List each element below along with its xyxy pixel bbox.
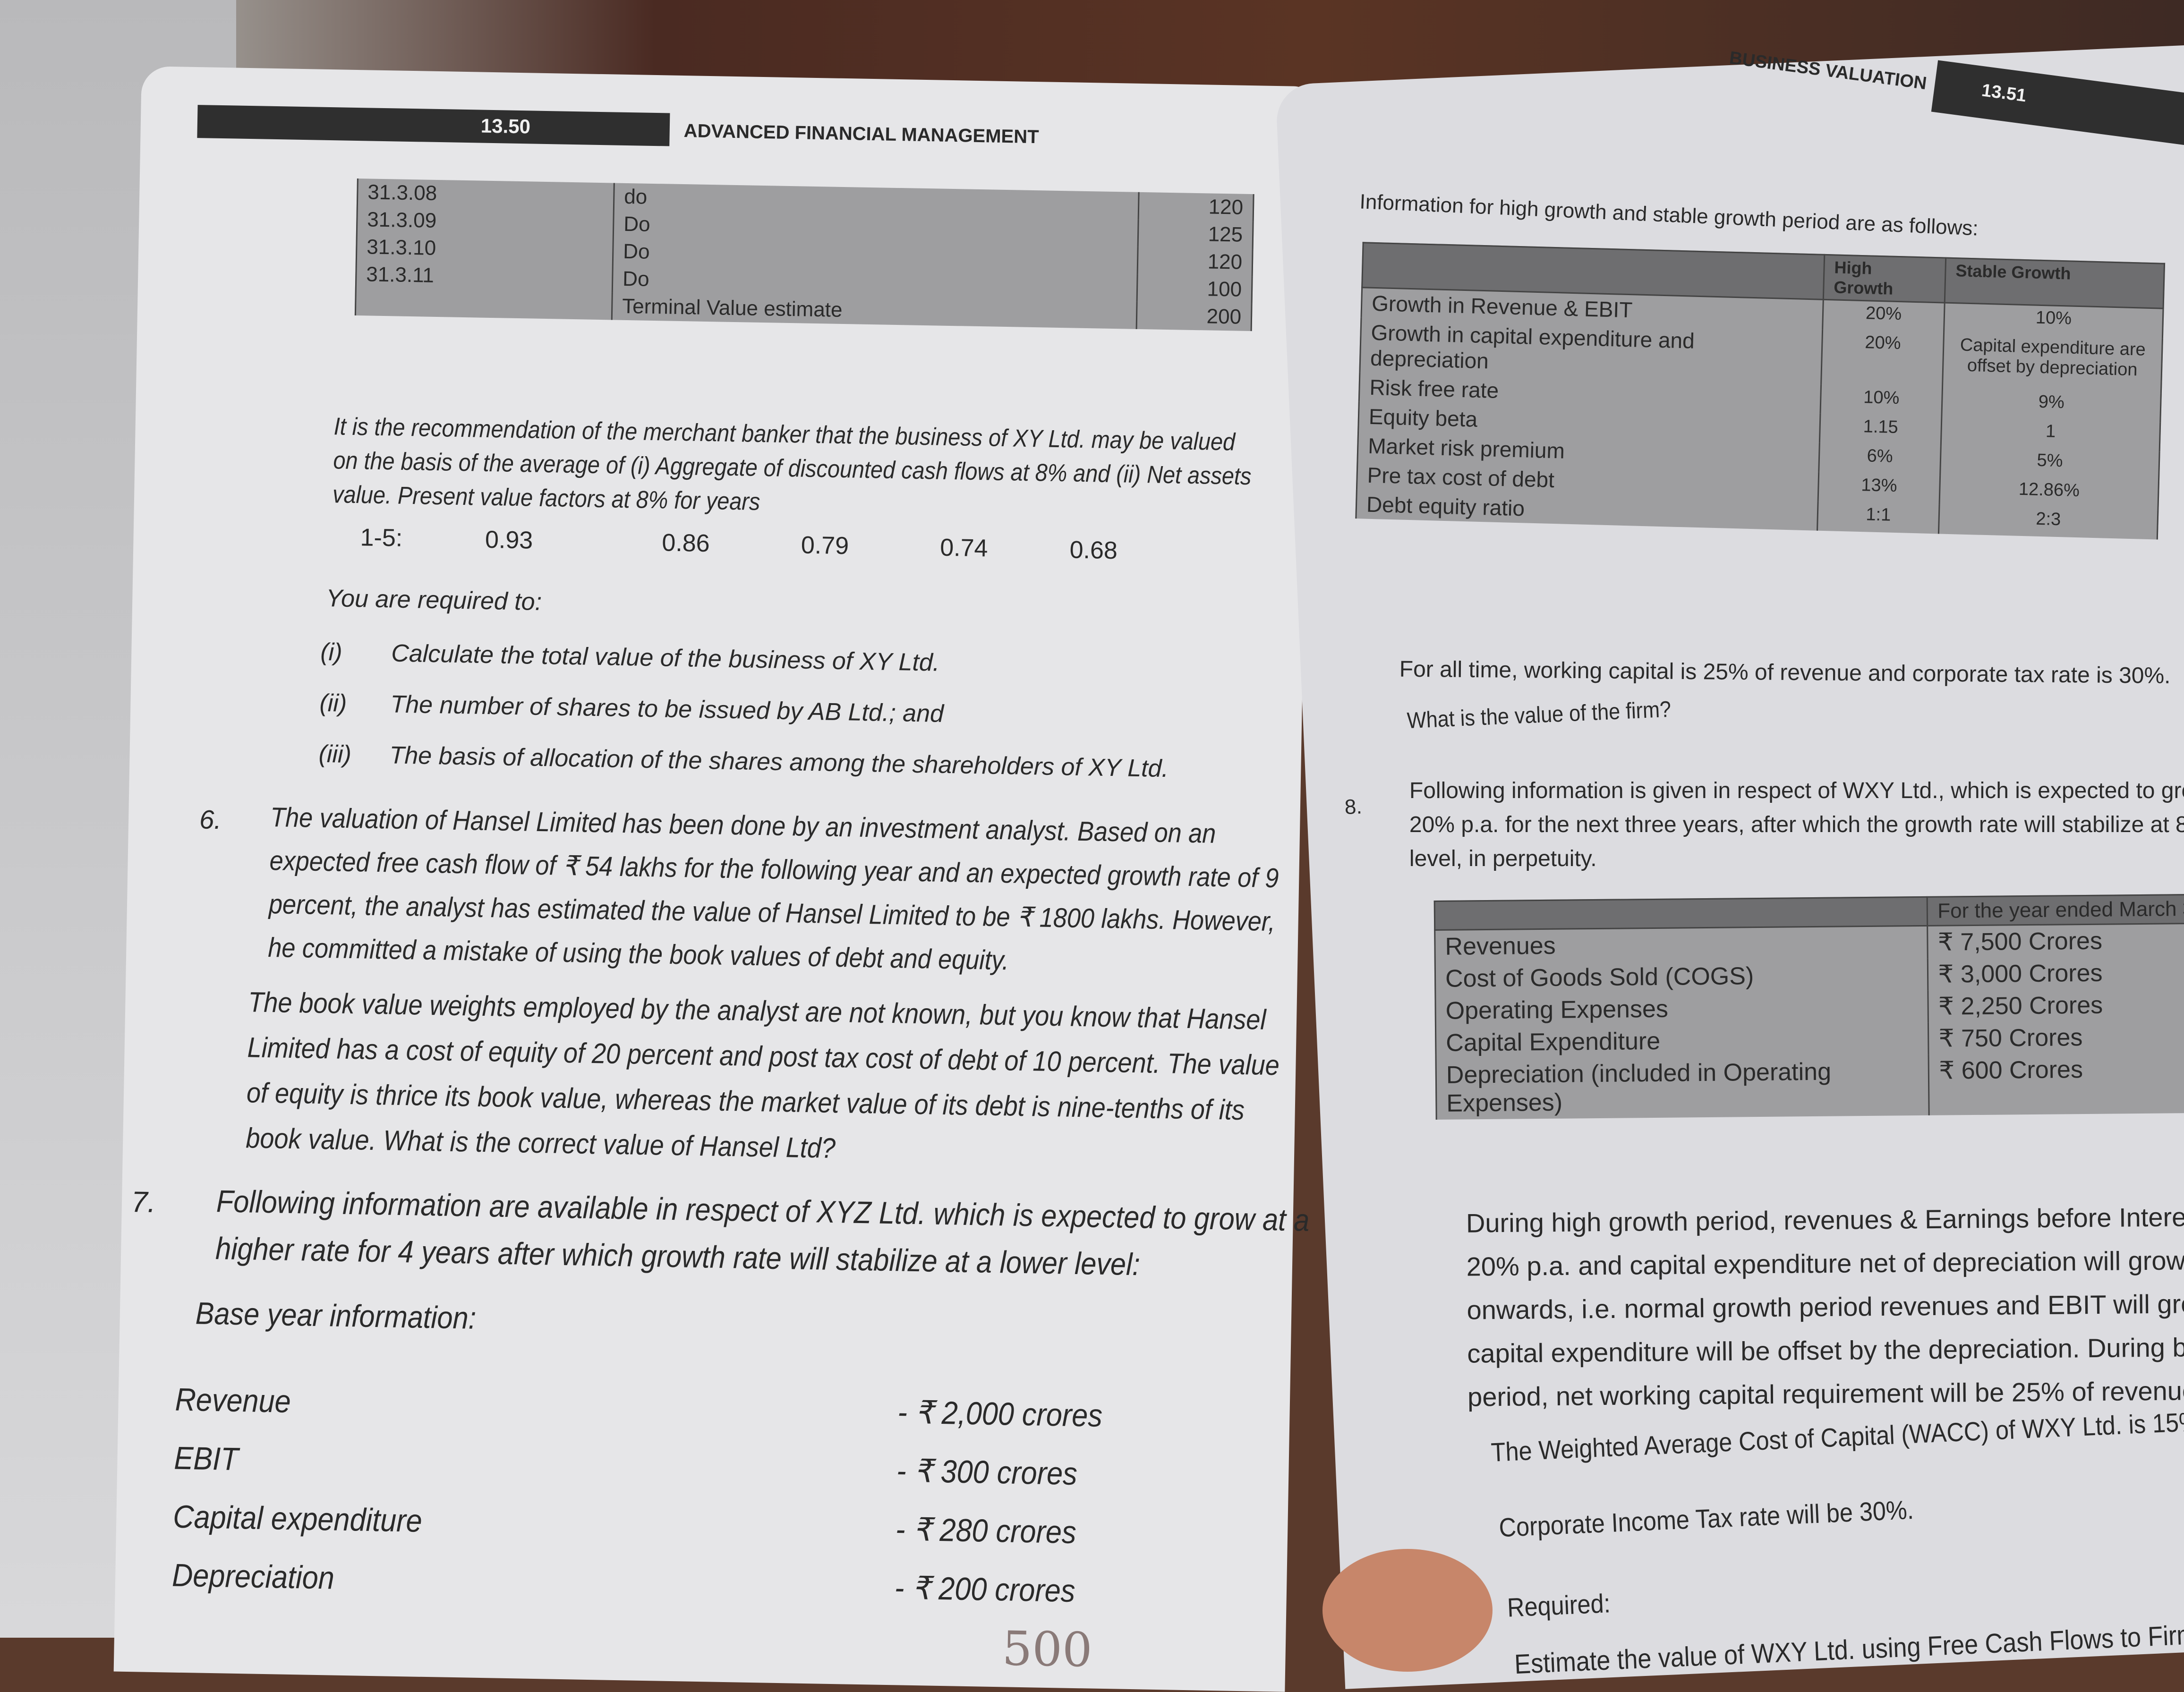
cell-value: 200 xyxy=(1136,301,1252,332)
question-7-text: Following information are available in r… xyxy=(215,1183,1310,1282)
running-title: ADVANCED FINANCIAL MANAGEMENT xyxy=(683,120,1039,148)
question-6-text: The valuation of Hansel Limited has been… xyxy=(267,801,1279,976)
col-high-growth: High Growth xyxy=(1823,255,1946,303)
question-number: 7. xyxy=(131,1185,156,1219)
cell-date: 31.3.09 xyxy=(357,206,614,238)
question-text: What is the value of the firm? xyxy=(1406,697,1672,734)
pv-factor: 0.93 xyxy=(485,526,533,554)
cell-date: 31.3.10 xyxy=(356,233,614,265)
cell-high: 20% xyxy=(1821,329,1944,388)
page-header-bar: 13.50 xyxy=(197,105,670,146)
cell-label: Depreciation (included in Operating Expe… xyxy=(1436,1054,1929,1120)
cell-stable: Capital expenditure are offset by deprec… xyxy=(1942,332,2163,393)
cell-label: Revenues xyxy=(1434,926,1928,963)
recommendation-paragraph: It is the recommendation of the merchant… xyxy=(333,409,1253,527)
growth-table: High Growth Stable Growth Growth in Reve… xyxy=(1355,242,2166,540)
question-number: 8. xyxy=(1344,795,1363,819)
estimate-text: Estimate the value of WXY Ltd. using Fre… xyxy=(1513,1613,2184,1680)
cell-label: Cost of Goods Sold (COGS) xyxy=(1435,958,1928,995)
cell-high: 6% xyxy=(1818,442,1941,476)
right-page: BUSINESS VALUATION 13.51 Information for… xyxy=(1275,43,2184,1689)
left-page: 13.50 ADVANCED FINANCIAL MANAGEMENT 31.3… xyxy=(113,66,1313,1692)
growth-paragraph: During high growth period, revenues & Ea… xyxy=(1466,1200,2184,1412)
cell-value: ₹ 600 Crores xyxy=(1928,1051,2184,1115)
cell-value: 120 xyxy=(1138,192,1254,222)
page-number: 13.50 xyxy=(480,114,531,138)
question-number: 6. xyxy=(199,804,222,835)
pv-factor: 0.68 xyxy=(1069,536,1118,565)
cell-label: Capital Expenditure xyxy=(1435,1022,1929,1059)
cell-high: 20% xyxy=(1822,299,1945,333)
pv-factor: 0.86 xyxy=(661,529,710,558)
pv-factors-row: 1-5: 0.93 0.86 0.79 0.74 0.68 xyxy=(360,523,1118,565)
pv-label: 1-5: xyxy=(360,524,403,552)
page-number: 13.51 xyxy=(1980,80,2028,106)
cell-high: 1:1 xyxy=(1817,501,1940,534)
cell-value: 100 xyxy=(1137,274,1253,304)
tax-text: Corporate Income Tax rate will be 30%. xyxy=(1498,1494,1914,1543)
cell-value: ₹ 750 Crores xyxy=(1928,1019,2184,1055)
cash-flow-table: 31.3.08 do 120 31.3.09 Do 125 31.3.10 Do 120 31.3… xyxy=(354,178,1254,332)
base-year-title: Base year information: xyxy=(195,1295,477,1335)
handwritten-note: 500 xyxy=(1001,1621,1093,1678)
cell-value: ₹ 3,000 Crores xyxy=(1928,955,2184,991)
cell-date xyxy=(355,288,613,320)
question-8-text: Following information is given in respec… xyxy=(1409,778,2184,872)
col-stable-growth: Stable Growth xyxy=(1945,258,2165,309)
cell-date: 31.3.08 xyxy=(357,179,614,211)
financials-table: For the year ended March 31, 2014 Revenu… xyxy=(1433,893,2184,1120)
year-header: For the year ended March 31, 2014 xyxy=(1927,893,2184,926)
table-row: Depreciation (included in Operating Expe… xyxy=(1436,1051,2184,1120)
pv-factor: 0.79 xyxy=(801,531,849,560)
cell-high: 13% xyxy=(1818,472,1940,505)
question-6b-text: The book value weights employed by the a… xyxy=(245,986,1280,1164)
cell-value: 125 xyxy=(1138,219,1254,249)
cell-stable: 2:3 xyxy=(1938,504,2158,540)
required-list: (i) Calculate the total value of the busi… xyxy=(318,627,1171,794)
intro-text: Information for high growth and stable g… xyxy=(1359,190,1979,240)
cell-stable: 10% xyxy=(1944,303,2164,339)
cell-label: Operating Expenses xyxy=(1435,990,1928,1027)
page-header-bar: 13.51 xyxy=(1931,60,2184,149)
working-capital-note: For all time, working capital is 25% of … xyxy=(1399,656,2171,689)
required-heading: Required: xyxy=(1506,1588,1611,1623)
cell-value: ₹ 2,250 Crores xyxy=(1928,987,2184,1023)
cell-value: ₹ 7,500 Crores xyxy=(1927,922,2184,959)
cell-high: 10% xyxy=(1820,384,1943,417)
cell-high: 1.15 xyxy=(1819,413,1942,446)
base-year-list: Revenue - ₹ 2,000 crores EBIT - ₹ 300 cror… xyxy=(171,1370,1103,1621)
thumb xyxy=(1322,1549,1493,1672)
required-heading: You are required to: xyxy=(325,584,542,616)
cell-value: 120 xyxy=(1137,247,1253,277)
pv-factor: 0.74 xyxy=(939,534,988,562)
cell-date: 31.3.11 xyxy=(356,260,613,293)
